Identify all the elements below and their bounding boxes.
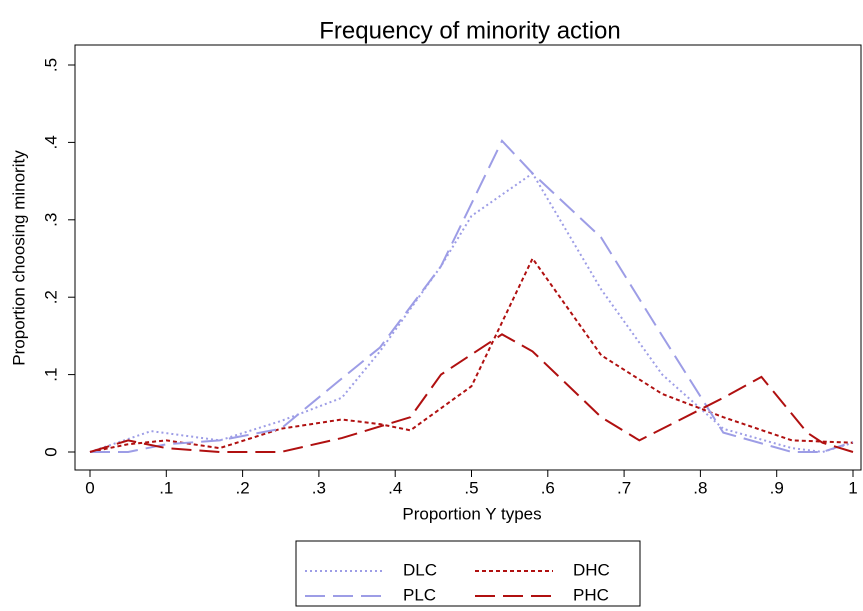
y-tick-label: .5: [41, 58, 60, 72]
x-tick-label: .2: [236, 478, 250, 497]
y-tick-label: .4: [41, 135, 60, 149]
x-tick-label: .6: [541, 478, 555, 497]
x-tick-label: 1: [848, 478, 857, 497]
legend-box: [295, 540, 641, 607]
x-tick-label: .8: [693, 478, 707, 497]
x-tick-label: .5: [464, 478, 478, 497]
x-tick-label: .1: [159, 478, 173, 497]
plot-frame: [74, 44, 862, 471]
x-tick-label: .4: [388, 478, 402, 497]
legend-label: PHC: [573, 585, 609, 604]
legend-label: DLC: [403, 560, 437, 579]
y-tick-label: .3: [41, 213, 60, 227]
y-tick-label: .1: [41, 368, 60, 382]
data-line: [89, 256, 854, 453]
data-line: [89, 171, 854, 454]
y-tick-label: .2: [41, 290, 60, 304]
chart-title: Frequency of minority action: [319, 17, 620, 44]
x-tick-label: .9: [770, 478, 784, 497]
x-tick-label: .3: [312, 478, 326, 497]
data-line: [89, 333, 854, 453]
y-tick-label: 0: [41, 447, 60, 456]
x-tick-label: .7: [617, 478, 631, 497]
x-tick-label: 0: [85, 478, 94, 497]
x-axis-label: Proportion Y types: [402, 504, 541, 523]
legend-label: DHC: [573, 560, 610, 579]
data-line: [90, 139, 854, 453]
y-axis-label: Proportion choosing minority: [9, 150, 28, 366]
legend-label: PLC: [403, 585, 436, 604]
